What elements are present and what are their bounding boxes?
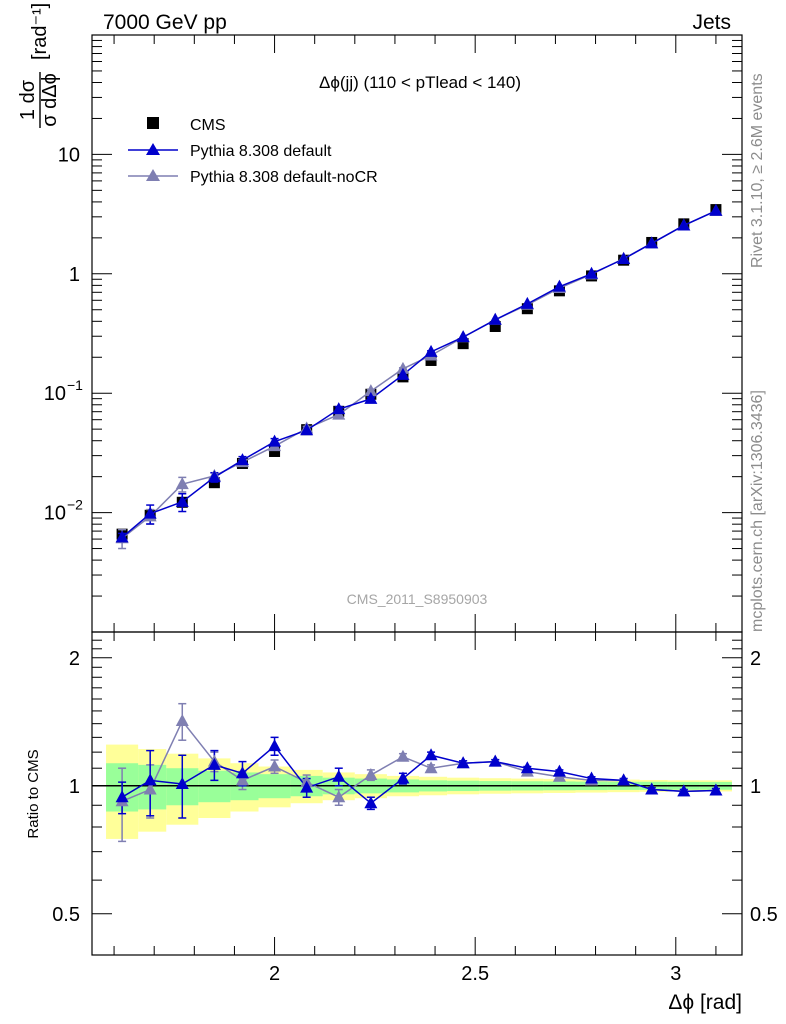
svg-text:1 dσ: 1 dσ [17, 79, 39, 120]
svg-text:[rad⁻¹]: [rad⁻¹] [29, 3, 51, 60]
data-point-pythia-default [645, 236, 659, 249]
data-point-pythia-default [520, 296, 534, 309]
ratio-axes: 2 2.5 3 0.5 0.5 1 1 2 2 [52, 631, 778, 985]
ratio-point-pythia-default [300, 780, 314, 793]
ratio-point-pythia-nocr [143, 782, 157, 795]
ratio-tick-label-right: 0.5 [750, 904, 778, 926]
data-point-pythia-default [456, 330, 470, 343]
y-tick-label: 10 [44, 383, 66, 405]
plot-title: Δϕ(jj) (110 < pTlead < 140) [319, 73, 521, 92]
data-point-pythia-default [300, 423, 314, 436]
ratio-point-pythia-nocr [332, 790, 346, 803]
ratio-point-pythia-default [175, 776, 189, 789]
data-point-pythia-default [175, 494, 189, 507]
ratio-tick-label-right: 1 [750, 776, 761, 798]
mcplots-label: mcplots.cern.ch [arXiv:1306.3436] [749, 390, 766, 632]
y-tick-exponent: −1 [67, 377, 83, 393]
analysis-watermark: CMS_2011_S8950903 [347, 591, 488, 607]
ratio-point-pythia-default [520, 761, 534, 774]
data-point-pythia-default [235, 453, 249, 466]
ratio-panel: 2 2.5 3 0.5 0.5 1 1 2 2 Ratio to CMS [25, 631, 778, 985]
ratio-point-pythia-default [709, 783, 723, 796]
legend-label-pythia-nocr: Pythia 8.308 default-noCR [190, 169, 378, 186]
data-point-pythia-default [424, 344, 438, 357]
legend-marker-cms [147, 117, 159, 129]
legend-marker-pythia-default [146, 143, 160, 155]
legend-label-pythia-default: Pythia 8.308 default [190, 143, 332, 160]
ratio-frame [91, 631, 743, 956]
x-axis-label: Δϕ [rad] [668, 991, 742, 1014]
ratio-point-pythia-default [332, 769, 346, 782]
data-point-pythia-default [709, 203, 723, 216]
ratio-point-pythia-default [585, 771, 599, 784]
data-point-pythia-nocr [364, 384, 378, 397]
ratio-point-pythia-default [424, 748, 438, 761]
ratio-tick-label: 2 [69, 648, 80, 670]
y-tick-label: 10 [44, 503, 66, 525]
data-point-cms [269, 445, 281, 457]
ratio-tick-label: 1 [69, 776, 80, 798]
ratio-point-pythia-default [456, 756, 470, 769]
data-point-cms [489, 320, 501, 332]
y-tick-exponent: −2 [67, 497, 83, 513]
data-point-pythia-default [585, 266, 599, 279]
data-point-pythia-default [364, 391, 378, 404]
ratio-point-pythia-nocr [396, 749, 410, 762]
data-point-pythia-default [488, 312, 502, 325]
svg-text:σ dΔϕ: σ dΔϕ [39, 73, 61, 127]
ratio-point-pythia-nocr [175, 714, 189, 727]
ratio-point-pythia-default [207, 757, 221, 770]
ratio-point-pythia-nocr [268, 759, 282, 772]
data-point-pythia-nocr [396, 361, 410, 374]
ratio-point-pythia-default [115, 790, 129, 803]
y-tick-label: 1 [69, 264, 80, 286]
data-point-pythia-default [396, 367, 410, 380]
ratio-plot-marks [92, 702, 742, 843]
ratio-point-pythia-default [617, 773, 631, 786]
data-point-pythia-default [115, 530, 129, 543]
ratio-point-pythia-nocr [364, 768, 378, 781]
header-left-label: 7000 GeV pp [103, 11, 227, 34]
data-point-cms [457, 338, 469, 350]
x-tick-label: 3 [670, 963, 681, 985]
ratio-point-pythia-default [677, 784, 691, 797]
ratio-point-pythia-nocr [424, 761, 438, 774]
line-pythia-default [121, 210, 717, 538]
ratio-tick-label-right: 2 [750, 648, 761, 670]
ratio-ylabel: Ratio to CMS [25, 749, 42, 838]
ratio-point-pythia-default [396, 771, 410, 784]
data-point-pythia-default [207, 470, 221, 483]
data-point-pythia-default [268, 434, 282, 447]
main-ylabel: 1 dσ σ dΔϕ [rad⁻¹] [17, 3, 61, 128]
ratio-point-pythia-default [645, 782, 659, 795]
ratio-point-pythia-default [235, 766, 249, 779]
legend-label-cms: CMS [190, 117, 226, 134]
ratio-point-pythia-default [488, 754, 502, 767]
rivet-version-label: Rivet 3.1.10, ≥ 2.6M events [749, 73, 766, 268]
ratio-point-pythia-default [552, 764, 566, 777]
data-point-pythia-nocr [175, 477, 189, 490]
y-tick-label: 10 [58, 144, 80, 166]
ratio-point-pythia-default [143, 773, 157, 786]
data-point-pythia-default [143, 506, 157, 519]
ratio-point-pythia-default [364, 796, 378, 809]
data-point-pythia-default [617, 252, 631, 265]
data-point-pythia-default [332, 402, 346, 415]
data-point-pythia-default [677, 218, 691, 231]
x-tick-label: 2.5 [461, 963, 489, 985]
data-point-pythia-default [552, 279, 566, 292]
ratio-tick-label: 0.5 [52, 904, 80, 926]
legend-marker-pythia-nocr [146, 169, 160, 181]
ratio-point-pythia-default [268, 739, 282, 752]
legend: CMS Pythia 8.308 default Pythia 8.308 de… [128, 117, 378, 186]
ratio-point-pythia-nocr [235, 773, 249, 786]
main-plot-marks [115, 203, 723, 550]
header-right-label: Jets [692, 11, 731, 34]
x-tick-label: 2 [269, 963, 280, 985]
